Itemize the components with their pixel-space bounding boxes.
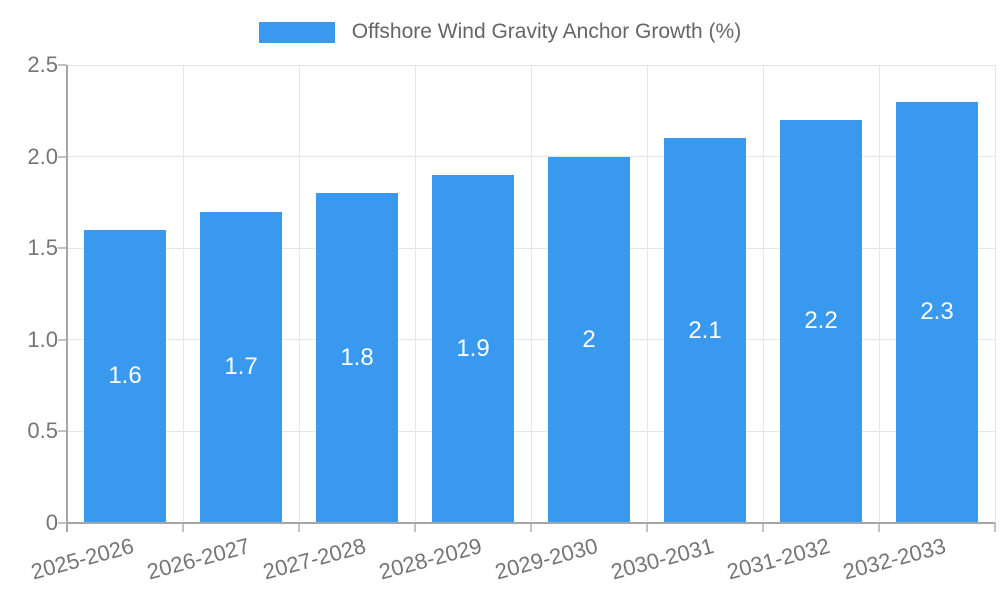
x-tick-mark xyxy=(646,523,648,532)
legend-label: Offshore Wind Gravity Anchor Growth (%) xyxy=(351,20,742,43)
bar-value-label: 2.2 xyxy=(804,307,838,335)
y-axis-line xyxy=(66,65,68,532)
bar-value-label: 2.3 xyxy=(920,298,954,326)
x-tick-label: 2029-2030 xyxy=(492,533,601,585)
x-gridline xyxy=(414,65,416,523)
bar xyxy=(432,174,514,522)
y-tick-mark xyxy=(58,430,67,433)
x-tick-label: 2032-2033 xyxy=(840,533,949,585)
x-tick-label: 2028-2029 xyxy=(376,533,485,585)
x-gridline xyxy=(994,65,996,523)
x-tick-label: 2030-2031 xyxy=(608,533,717,585)
y-tick-label: 1.5 xyxy=(27,235,58,261)
bar-value-label: 1.6 xyxy=(108,362,142,390)
x-gridline xyxy=(298,65,300,523)
bar xyxy=(200,211,282,522)
legend: Offshore Wind Gravity Anchor Growth (%) xyxy=(0,20,1000,44)
x-gridline xyxy=(182,65,184,523)
bar xyxy=(84,229,166,522)
x-tick-mark xyxy=(878,523,880,532)
x-tick-mark xyxy=(182,523,184,532)
bar xyxy=(896,101,978,522)
y-tick-label: 1.0 xyxy=(27,326,58,352)
x-tick-mark xyxy=(762,523,764,532)
y-tick-label: 2.0 xyxy=(27,143,58,169)
y-tick-mark xyxy=(58,155,67,158)
bar-value-label: 1.9 xyxy=(456,334,490,362)
y-tick-mark xyxy=(58,247,67,250)
y-tick-mark xyxy=(58,522,67,524)
y-tick-label: 0.5 xyxy=(27,418,58,444)
legend-swatch-icon xyxy=(258,21,335,43)
x-tick-label: 2031-2032 xyxy=(724,533,833,585)
bar xyxy=(316,193,398,522)
x-tick-label: 2025-2026 xyxy=(28,533,137,585)
bar-value-label: 2 xyxy=(582,325,596,353)
x-gridline xyxy=(762,65,764,523)
y-tick-label: 0 xyxy=(45,510,58,535)
y-tick-mark xyxy=(58,338,67,341)
x-tick-mark xyxy=(414,523,416,532)
x-gridline xyxy=(646,65,648,523)
x-axis-line xyxy=(67,522,995,524)
bar-value-label: 1.7 xyxy=(224,353,258,381)
y-tick-label: 2.5 xyxy=(27,52,58,77)
bar xyxy=(780,119,862,522)
x-tick-mark xyxy=(298,523,300,532)
x-tick-mark xyxy=(994,523,996,532)
x-tick-mark xyxy=(530,523,532,532)
bar-value-label: 2.1 xyxy=(688,316,722,344)
x-gridline xyxy=(530,65,532,523)
bar xyxy=(664,138,746,522)
x-tick-label: 2026-2027 xyxy=(144,533,253,585)
legend-item[interactable]: Offshore Wind Gravity Anchor Growth (%) xyxy=(258,20,742,44)
bar-value-label: 1.8 xyxy=(340,344,374,372)
x-gridline xyxy=(878,65,880,523)
x-tick-label: 2027-2028 xyxy=(260,533,369,585)
y-tick-mark xyxy=(58,64,67,66)
bar xyxy=(548,156,630,522)
